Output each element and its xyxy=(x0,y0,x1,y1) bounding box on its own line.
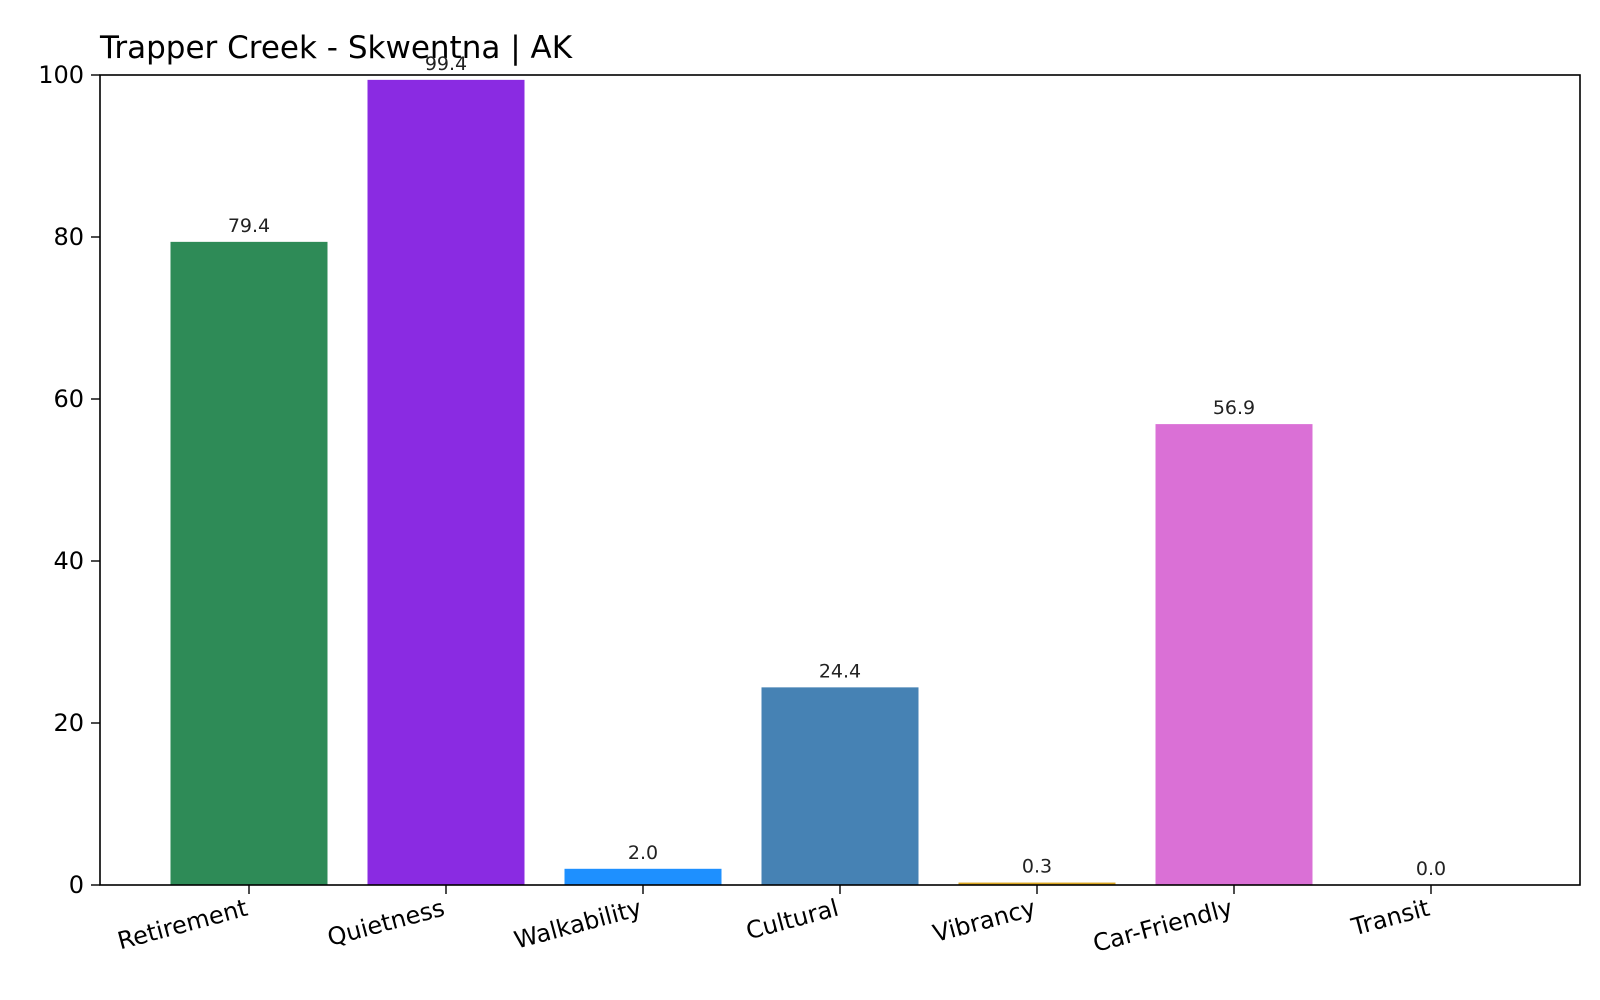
y-axis: 0 20 40 60 80 100 xyxy=(38,61,100,899)
x-tick-label-car-friendly: Car-Friendly xyxy=(1090,894,1236,958)
chart-title: Trapper Creek - Skwentna | AK xyxy=(99,30,573,66)
value-label-vibrancy: 0.3 xyxy=(1022,856,1052,878)
value-label-car-friendly: 56.9 xyxy=(1213,397,1255,419)
value-label-walkability: 2.0 xyxy=(628,842,658,864)
x-tick-label-retirement: Retirement xyxy=(115,894,251,956)
bar-walkability xyxy=(564,868,722,885)
value-label-cultural: 24.4 xyxy=(819,660,861,682)
y-tick-label-40: 40 xyxy=(53,547,84,575)
y-tick-label-60: 60 xyxy=(53,385,84,413)
bar-cultural xyxy=(761,687,919,885)
bar-vibrancy xyxy=(958,882,1116,885)
bar-quietness xyxy=(367,79,525,886)
bars-group xyxy=(170,79,1313,886)
y-tick-label-100: 100 xyxy=(38,61,84,89)
x-axis: Retirement Quietness Walkability Cultural Vi… xyxy=(115,885,1433,958)
value-labels-group: 79.4 99.4 2.0 24.4 0.3 56.9 0.0 xyxy=(228,53,1446,880)
x-tick-label-quietness: Quietness xyxy=(324,894,447,952)
x-tick-label-transit: Transit xyxy=(1348,894,1433,942)
x-tick-label-cultural: Cultural xyxy=(743,894,842,946)
y-tick-label-80: 80 xyxy=(53,223,84,251)
value-label-quietness: 99.4 xyxy=(425,53,467,75)
x-tick-label-walkability: Walkability xyxy=(511,894,644,955)
bar-car-friendly xyxy=(1155,424,1313,885)
y-tick-label-20: 20 xyxy=(53,709,84,737)
x-tick-label-vibrancy: Vibrancy xyxy=(930,894,1039,948)
value-label-retirement: 79.4 xyxy=(228,215,270,237)
value-label-transit: 0.0 xyxy=(1416,858,1446,880)
y-tick-label-0: 0 xyxy=(69,871,84,899)
bar-retirement xyxy=(170,241,328,886)
